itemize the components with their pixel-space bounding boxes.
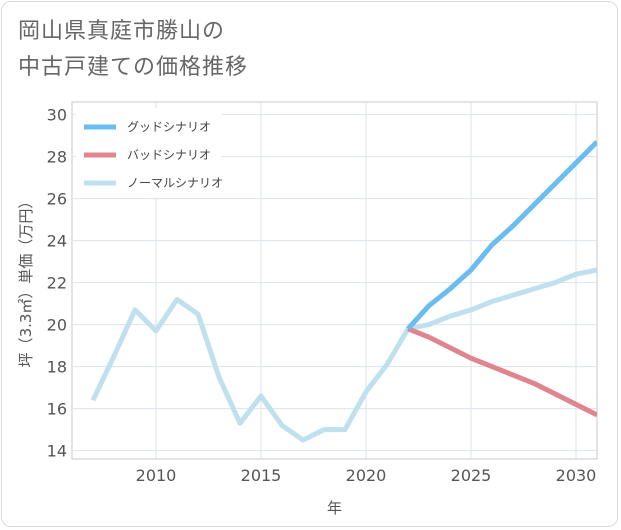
y-tick-label: 22 [47, 274, 67, 293]
y-tick-label: 26 [47, 190, 67, 209]
x-tick-label: 2030 [556, 466, 597, 485]
series-lines [90, 140, 597, 443]
y-tick-label: 20 [47, 316, 67, 335]
chart-title-line-2: 中古戸建ての価格推移 [18, 55, 249, 80]
y-tick-label: 24 [47, 232, 67, 251]
legend-label: グッドシナリオ [127, 120, 211, 134]
series-line-2 [90, 267, 597, 443]
x-tick-label: 2020 [346, 466, 387, 485]
x-tick-label: 2010 [136, 466, 177, 485]
series-line-0 [406, 140, 597, 331]
y-tick-label: 14 [47, 442, 67, 461]
y-axis-title: 坪（3.3㎡）単価（万円） [17, 194, 35, 368]
x-axis-title: 年 [327, 499, 342, 517]
chart-title: 岡山県真庭市勝山の 中古戸建ての価格推移 [18, 14, 248, 86]
y-tick-label: 16 [47, 400, 67, 419]
y-tick-label: 18 [47, 358, 67, 377]
series-line-1 [407, 326, 597, 418]
x-tick-label: 2015 [241, 466, 282, 485]
legend-label: ノーマルシナリオ [127, 176, 223, 190]
legend-label: バッドシナリオ [127, 148, 211, 162]
y-tick-label: 30 [47, 106, 67, 125]
tick-labels: 2010 2015 2020 2025 2030 14 16 18 20 22 24 26 28 30 [47, 106, 597, 485]
chart-title-line-1: 岡山県真庭市勝山の [18, 19, 226, 44]
y-tick-label: 28 [47, 148, 67, 167]
x-tick-label: 2025 [451, 466, 492, 485]
